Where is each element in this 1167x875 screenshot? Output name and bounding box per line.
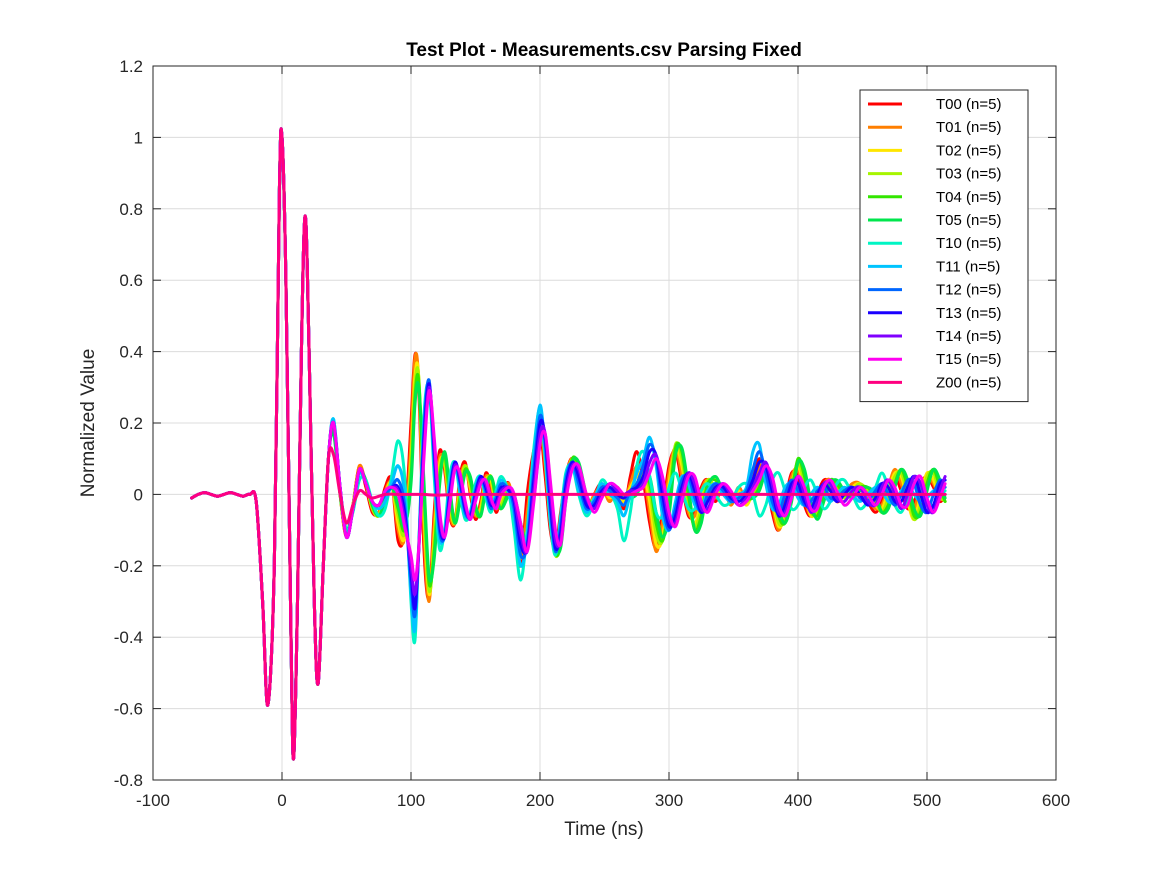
y-tick-label: -0.4 <box>114 628 143 647</box>
y-tick-label: 0.4 <box>119 343 143 362</box>
y-tick-label: 0.6 <box>119 271 143 290</box>
x-axis-ticks: -100 0 100 200 300 400 500 600 <box>136 66 1070 810</box>
y-tick-label: 0 <box>134 485 143 504</box>
x-tick-label: 100 <box>397 791 425 810</box>
legend-entry-label: T13 (n=5) <box>936 305 1001 322</box>
x-tick-label: 500 <box>913 791 941 810</box>
y-axis-label: Normalized Value <box>78 349 99 498</box>
legend-entry-label: T03 (n=5) <box>936 166 1001 183</box>
y-tick-label: 1 <box>134 128 143 147</box>
y-tick-label: 0.8 <box>119 200 143 219</box>
x-tick-label: 300 <box>655 791 683 810</box>
x-tick-label: 600 <box>1042 791 1070 810</box>
y-tick-label: -0.2 <box>114 557 143 576</box>
legend-entry-label: T02 (n=5) <box>936 142 1001 159</box>
legend-box <box>859 89 1029 403</box>
y-tick-label: 0.2 <box>119 414 143 433</box>
legend-entry-label: T14 (n=5) <box>936 328 1001 345</box>
series-lines <box>190 127 947 761</box>
x-tick-label: 200 <box>526 791 554 810</box>
legend: T00 (n=5) T01 (n=5) T02 (n=5) T03 (n=5) T04 … <box>859 89 1029 403</box>
y-tick-label: -0.6 <box>114 700 143 719</box>
x-tick-label: -100 <box>136 791 170 810</box>
legend-entry-label: T12 (n=5) <box>936 282 1001 299</box>
y-tick-label: 1.2 <box>119 57 143 76</box>
y-axis-ticks: -0.8 -0.6 -0.4 -0.2 0 0.2 0.4 0.6 0.8 1 1.2 <box>114 57 1056 790</box>
legend-entry-label: T11 (n=5) <box>936 258 1000 275</box>
legend-entry-label: T15 (n=5) <box>936 351 1001 368</box>
legend-entry-label: T05 (n=5) <box>936 212 1001 229</box>
x-tick-label: 400 <box>784 791 812 810</box>
chart-title: Test Plot - Measurements.csv Parsing Fix… <box>406 40 802 61</box>
x-axis-label: Time (ns) <box>564 819 644 840</box>
legend-entry-label: T10 (n=5) <box>936 235 1001 252</box>
series-line-13 <box>190 127 947 761</box>
legend-entry-label: Z00 (n=5) <box>936 374 1001 391</box>
legend-entry-label: T00 (n=5) <box>936 96 1001 113</box>
x-tick-label: 0 <box>277 791 286 810</box>
legend-entry-label: T04 (n=5) <box>936 189 1001 206</box>
y-tick-label: -0.8 <box>114 771 143 790</box>
legend-entry-label: T01 (n=5) <box>936 119 1001 136</box>
